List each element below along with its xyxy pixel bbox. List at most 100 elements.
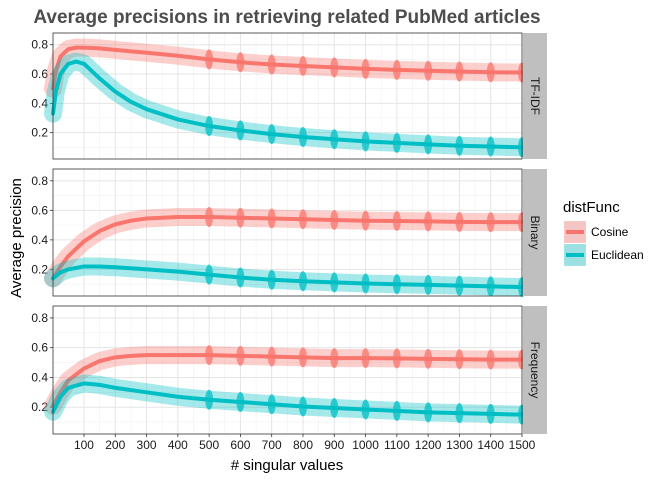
- x-tick-label: 700: [262, 438, 282, 452]
- x-tick-label: 1500: [509, 438, 536, 452]
- legend-entry-cosine: Cosine: [563, 220, 629, 244]
- y-tick-label: 0.4: [31, 96, 48, 110]
- data-point-euclidean: [486, 403, 495, 424]
- data-point-cosine: [205, 49, 214, 70]
- panel-border: [52, 305, 523, 435]
- data-point-euclidean: [392, 274, 401, 295]
- series-line-cosine: [51, 353, 524, 408]
- data-point-cosine: [392, 348, 401, 369]
- panel-border: [52, 168, 523, 297]
- data-point-cosine: [330, 348, 339, 369]
- data-point-euclidean: [392, 132, 401, 153]
- legend-title: distFunc: [563, 199, 620, 216]
- data-point-cosine: [205, 206, 214, 227]
- data-point-cosine: [298, 347, 307, 368]
- data-point-euclidean: [330, 397, 339, 418]
- y-tick-label: 0.6: [31, 203, 48, 217]
- data-point-cosine: [330, 57, 339, 78]
- facet-strip: [523, 33, 547, 159]
- facet-strip-label: Frequency: [528, 342, 542, 399]
- series-line-cosine: [51, 214, 524, 281]
- x-tick-label: 300: [137, 438, 157, 452]
- data-point-euclidean: [236, 392, 245, 412]
- data-point-cosine: [486, 62, 495, 83]
- y-tick-label: 0.8: [31, 174, 48, 188]
- x-tick-label: 1200: [415, 438, 442, 452]
- data-point-euclidean: [298, 271, 307, 292]
- x-tick-label: 800: [293, 438, 313, 452]
- facet-panel-1: 0.2 0.4 0.6 0.8 Binary: [31, 168, 547, 298]
- data-point-euclidean: [424, 134, 433, 155]
- data-point-euclidean: [392, 400, 401, 421]
- data-point-euclidean: [298, 396, 307, 417]
- data-point-cosine: [361, 348, 370, 369]
- data-point-cosine: [236, 207, 245, 228]
- data-point-euclidean: [486, 276, 495, 297]
- data-point-euclidean: [361, 273, 370, 294]
- x-tick-label: 1300: [446, 438, 473, 452]
- data-point-cosine: [392, 59, 401, 80]
- y-axis-title: Average precision: [8, 178, 25, 298]
- data-point-euclidean: [424, 402, 433, 423]
- data-point-cosine: [424, 348, 433, 369]
- legend-label: Euclidean: [591, 248, 644, 262]
- x-tick-label: 500: [199, 438, 219, 452]
- data-point-euclidean: [330, 129, 339, 150]
- data-point-euclidean: [236, 267, 245, 288]
- data-point-cosine: [236, 52, 245, 73]
- y-tick-label: 0.4: [31, 233, 48, 247]
- y-tick-label: 0.4: [31, 370, 48, 384]
- data-point-cosine: [298, 55, 307, 76]
- y-tick-label: 0.6: [31, 67, 48, 81]
- data-point-euclidean: [361, 131, 370, 152]
- data-point-euclidean: [455, 275, 464, 296]
- legend-label: Cosine: [591, 225, 629, 239]
- data-point-cosine: [267, 346, 276, 367]
- data-point-euclidean: [267, 394, 276, 415]
- data-point-cosine: [267, 208, 276, 229]
- data-point-euclidean: [486, 136, 495, 157]
- x-tick-label: 1000: [352, 438, 379, 452]
- y-tick-label: 0.8: [31, 311, 48, 325]
- data-point-cosine: [205, 345, 214, 366]
- x-axis-title: # singular values: [231, 457, 344, 474]
- panel-border: [52, 32, 523, 160]
- data-point-euclidean: [236, 120, 245, 141]
- x-axis: 100 200 300 400 500 600 700 800 900 1000 1100 1200 1…: [74, 434, 536, 452]
- data-point-euclidean: [361, 399, 370, 420]
- data-point-euclidean: [424, 274, 433, 295]
- data-point-cosine: [455, 211, 464, 232]
- x-tick-label: 900: [324, 438, 344, 452]
- facet-strip: [523, 306, 547, 434]
- data-point-cosine: [298, 209, 307, 230]
- facet-panel-2: 0.2 0.4 0.6 0.8 Frequency: [31, 305, 547, 435]
- data-point-cosine: [424, 211, 433, 232]
- data-point-euclidean: [205, 264, 214, 285]
- x-tick-label: 400: [168, 438, 188, 452]
- chart-title: Average precisions in retrieving related…: [33, 7, 540, 28]
- data-point-euclidean: [267, 124, 276, 145]
- data-point-cosine: [455, 349, 464, 370]
- data-point-cosine: [486, 212, 495, 233]
- y-tick-label: 0.2: [31, 126, 48, 140]
- data-point-euclidean: [330, 272, 339, 293]
- legend-entry-euclidean: Euclidean: [563, 243, 644, 267]
- data-point-cosine: [455, 61, 464, 82]
- x-tick-label: 1100: [384, 438, 410, 452]
- legend: distFunc Cosine Euclidean: [563, 199, 644, 267]
- data-point-cosine: [361, 58, 370, 79]
- data-point-euclidean: [298, 127, 307, 148]
- facet-strip: [523, 169, 547, 296]
- data-point-cosine: [236, 345, 245, 366]
- x-tick-label: 200: [105, 438, 125, 452]
- data-point-euclidean: [267, 269, 276, 290]
- x-tick-label: 600: [230, 438, 250, 452]
- y-tick-label: 0.2: [31, 262, 48, 276]
- series-line-euclidean: [51, 59, 524, 150]
- facet-strip-label: TF-IDF: [528, 77, 542, 115]
- data-point-cosine: [330, 209, 339, 230]
- facet-panels: 0.20.40.60.8TF-IDF0.20.40.60.8Binary0.20…: [31, 32, 547, 435]
- data-point-euclidean: [205, 389, 214, 410]
- facet-strip-label: Binary: [528, 215, 542, 249]
